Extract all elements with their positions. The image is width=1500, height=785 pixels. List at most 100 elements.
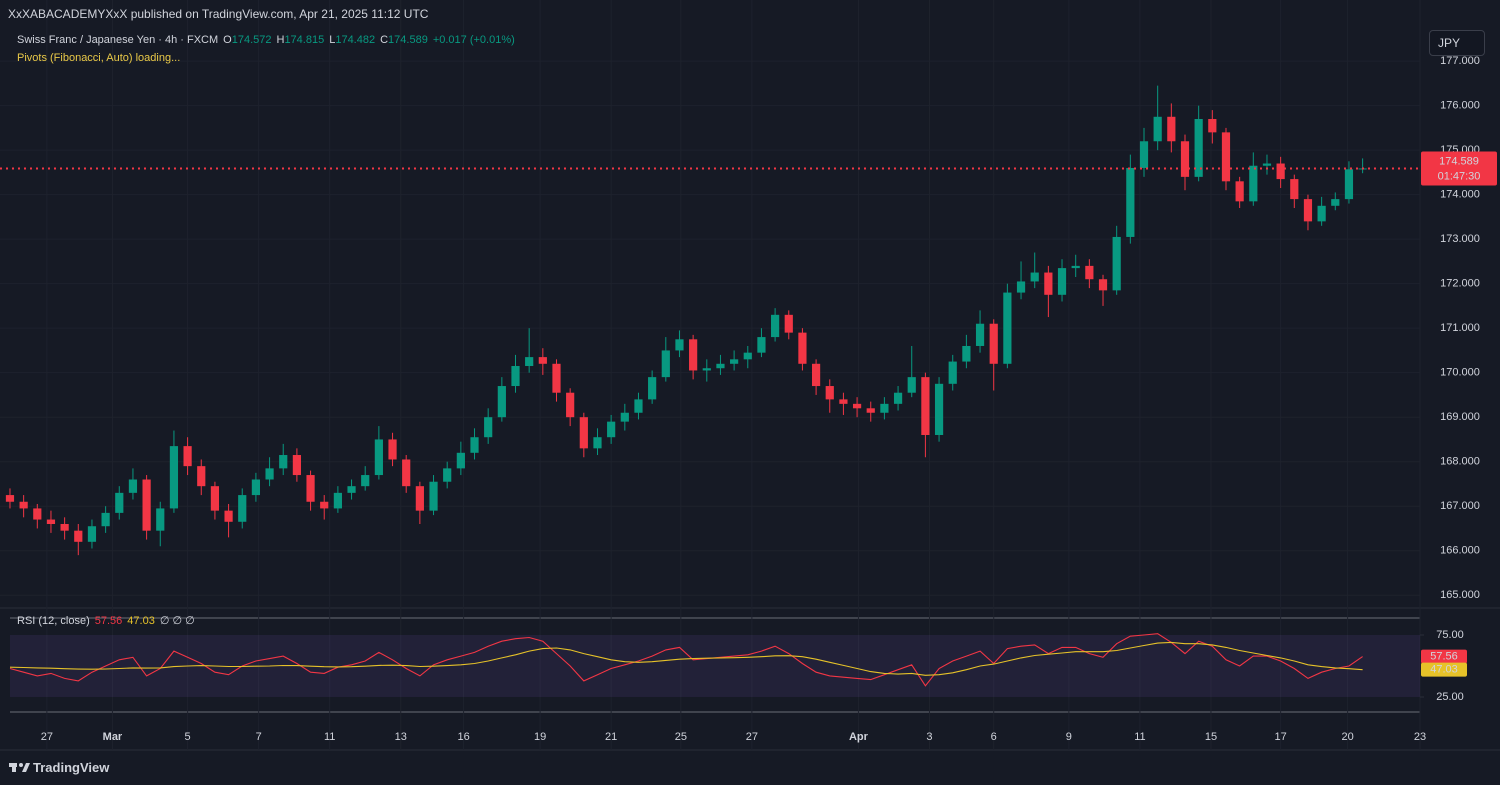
candle-body xyxy=(620,412,629,422)
candle-body xyxy=(661,350,670,378)
candle-body xyxy=(1249,165,1258,202)
candle-body xyxy=(169,446,179,509)
candle-body xyxy=(1194,119,1203,177)
x-tick-label: 19 xyxy=(534,731,546,743)
last-price-label: 174.589 xyxy=(1439,155,1479,167)
currency-button[interactable]: JPY xyxy=(1429,30,1485,56)
x-tick-label: 23 xyxy=(1414,731,1426,743)
x-tick-label: 27 xyxy=(746,731,758,743)
candle-body xyxy=(934,383,944,435)
candle-body xyxy=(197,466,206,487)
candle-body xyxy=(142,479,151,531)
candle-body xyxy=(115,492,124,513)
candle-body xyxy=(429,481,438,511)
candle-body xyxy=(675,339,684,351)
candle-body xyxy=(1016,281,1026,293)
candle-body xyxy=(1344,169,1354,200)
candle-body xyxy=(634,399,643,413)
rsi-extra: ∅ ∅ ∅ xyxy=(159,615,195,627)
x-tick-label: Mar xyxy=(103,731,123,743)
x-tick-label: 27 xyxy=(41,731,53,743)
ohlc-value: 174.815 xyxy=(284,34,325,46)
ohlc-item: O174.572 xyxy=(223,34,271,46)
y-tick-label: 166.000 xyxy=(1440,545,1480,557)
countdown-label: 01:47:30 xyxy=(1438,170,1481,182)
candle-body xyxy=(1071,265,1080,269)
candle-body xyxy=(46,519,56,525)
candle-body xyxy=(1262,163,1272,166)
candle-body xyxy=(1208,119,1217,133)
x-tick-label: 5 xyxy=(185,731,191,743)
candle-body xyxy=(74,530,83,542)
logo-part xyxy=(22,763,30,772)
candle-body xyxy=(1317,205,1326,222)
candle-body xyxy=(907,377,916,393)
candle-body xyxy=(566,392,575,418)
candle-body xyxy=(975,323,985,346)
candle-body xyxy=(279,455,288,469)
ohlc-item: H174.815 xyxy=(276,34,324,46)
candle-body xyxy=(607,421,616,438)
candle-body xyxy=(962,345,971,362)
ohlc-value: 174.482 xyxy=(335,34,376,46)
candle-body xyxy=(484,417,493,438)
candle-body xyxy=(87,526,97,542)
candle-body xyxy=(265,468,274,480)
candle-body xyxy=(128,479,138,493)
candle-body xyxy=(1003,292,1012,364)
ohlc-value: 174.589 xyxy=(388,34,428,46)
candle-body xyxy=(333,492,342,509)
rsi-value: 57.56 xyxy=(94,614,123,627)
y-tick-label: 171.000 xyxy=(1440,322,1480,334)
y-tick-label: 176.000 xyxy=(1440,100,1480,112)
candle-body xyxy=(320,501,329,509)
x-tick-label: 13 xyxy=(395,731,407,743)
x-tick-label: 11 xyxy=(1134,731,1145,743)
candle-body xyxy=(702,368,711,371)
candle-body xyxy=(921,377,930,435)
candle-body xyxy=(1303,199,1313,222)
candle-body xyxy=(893,392,903,404)
candle-body xyxy=(852,403,862,409)
x-tick-label: 11 xyxy=(324,731,335,743)
candle-body xyxy=(306,475,315,502)
x-tick-label: Apr xyxy=(849,731,869,743)
candle-body xyxy=(552,363,561,393)
candle-body xyxy=(648,377,657,400)
rsi-line xyxy=(9,633,1363,687)
candle-body xyxy=(1126,167,1135,237)
candle-body xyxy=(811,363,821,387)
x-tick-label: 17 xyxy=(1275,731,1287,743)
candle-body xyxy=(497,386,506,418)
candle-body xyxy=(948,361,957,384)
y-tick-label: 167.000 xyxy=(1440,500,1480,512)
ohlc-letter: H xyxy=(276,34,285,46)
y-tick-label: 169.000 xyxy=(1440,411,1480,423)
candle-body xyxy=(525,357,534,367)
x-tick-label: 21 xyxy=(605,731,617,743)
rsi-legend: RSI (12, close) 57.56 47.03 ∅ ∅ ∅ xyxy=(17,614,195,628)
logo-part xyxy=(12,763,16,772)
y-tick-label: 172.000 xyxy=(1440,278,1480,290)
candle-body xyxy=(825,386,834,400)
candle-body xyxy=(251,479,261,496)
candle-body xyxy=(1153,116,1162,142)
rsi-ma-value: 47.03 xyxy=(127,614,155,627)
candle-body xyxy=(60,524,69,531)
candle-body xyxy=(5,495,15,502)
ohlc-letter: L xyxy=(329,34,336,46)
candle-body xyxy=(1276,163,1285,180)
candle-body xyxy=(1044,272,1053,295)
candle-body xyxy=(470,437,479,453)
candle-body xyxy=(579,417,588,449)
x-tick-label: 16 xyxy=(457,731,469,743)
ohlc-item: C174.589 xyxy=(380,34,428,46)
candle-body xyxy=(771,314,780,338)
candle-body xyxy=(456,452,465,469)
candle-body xyxy=(101,512,110,527)
candle-body xyxy=(238,495,247,522)
candle-body xyxy=(1180,141,1190,177)
x-tick-label: 25 xyxy=(675,731,687,743)
candle-body xyxy=(443,468,452,482)
